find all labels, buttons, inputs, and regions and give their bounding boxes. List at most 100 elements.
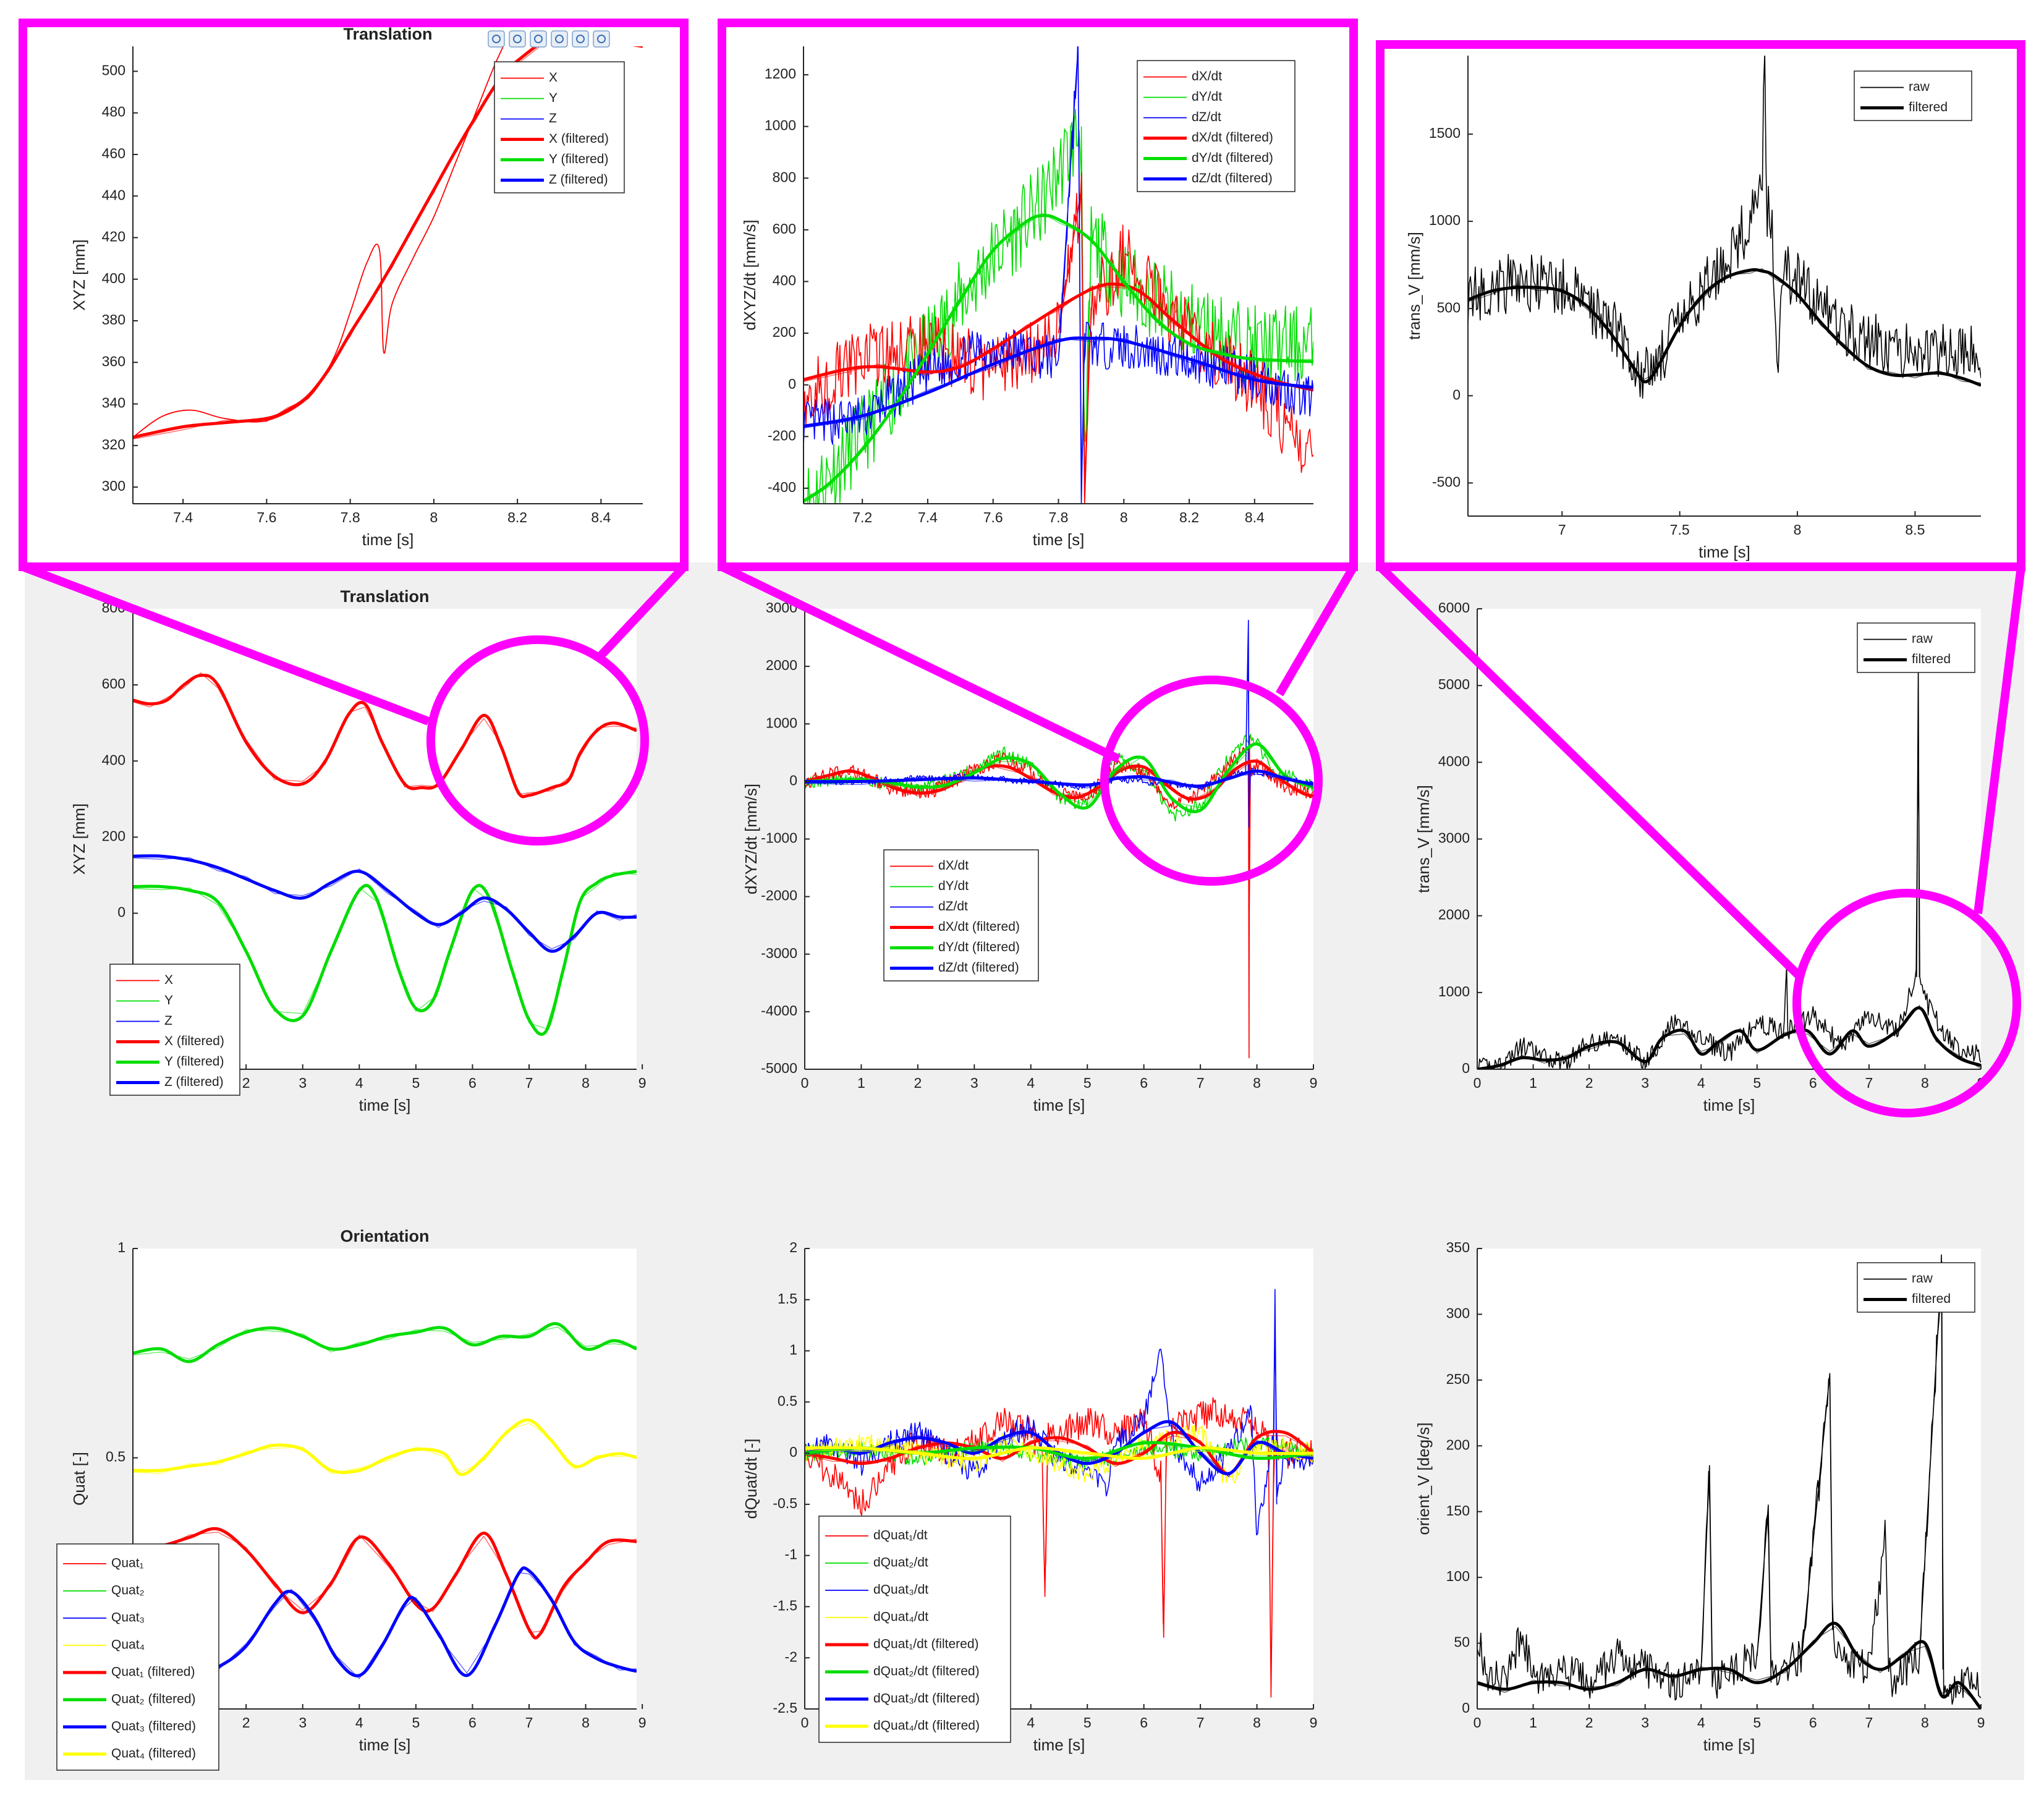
y-tick-label: 50 bbox=[1454, 1634, 1470, 1650]
series-group bbox=[133, 672, 637, 1036]
zoom-callouts bbox=[19, 19, 2025, 1117]
x-tick-label: 7 bbox=[525, 1715, 533, 1731]
series-line bbox=[1477, 1006, 1981, 1069]
y-tick-label: 320 bbox=[102, 436, 125, 452]
x-tick-label: 7 bbox=[1197, 1715, 1205, 1731]
home-icon[interactable] bbox=[593, 30, 610, 48]
legend-entry-label: dQuat₂/dt (filtered) bbox=[873, 1664, 980, 1679]
x-tick-label: 2 bbox=[1585, 1715, 1593, 1731]
insert-icon[interactable] bbox=[509, 30, 526, 48]
zoom-out-icon[interactable] bbox=[572, 30, 589, 48]
x-tick-label: 3 bbox=[1641, 1075, 1649, 1091]
zoom-frame-dxyz bbox=[718, 19, 1358, 571]
legend-box bbox=[1137, 60, 1296, 192]
pen-icon[interactable] bbox=[488, 30, 505, 48]
series-line bbox=[1468, 268, 1981, 387]
axes-toolbar[interactable] bbox=[488, 30, 610, 48]
legend-entry-label: Z (filtered) bbox=[164, 1075, 224, 1089]
legend-entry-label: dY/dt bbox=[1192, 90, 1222, 104]
zoom-frame-translation bbox=[19, 19, 689, 571]
x-tick-label: 9 bbox=[1310, 1075, 1318, 1091]
legend[interactable]: raw filtered bbox=[1857, 622, 1975, 673]
series-line bbox=[133, 1566, 637, 1690]
x-tick-label: 7.4 bbox=[918, 509, 938, 525]
y-tick-label: 400 bbox=[102, 270, 125, 286]
x-tick-label: 7.6 bbox=[257, 509, 276, 525]
legend-entry-label: dX/dt bbox=[938, 858, 969, 873]
legend[interactable]: XYZ X (filtered) Y (filtered) Z (filtered) bbox=[494, 61, 625, 193]
x-tick-label: 8 bbox=[430, 509, 438, 525]
x-tick-label: 8.2 bbox=[1179, 509, 1199, 525]
series-group bbox=[804, 46, 1313, 504]
series-line-raw bbox=[133, 672, 637, 795]
zoom-in-icon-glyph bbox=[555, 35, 564, 43]
y-tick-label: 800 bbox=[773, 169, 796, 185]
home-icon-glyph bbox=[597, 35, 606, 43]
legend-entry-label: dQuat₃/dt bbox=[873, 1583, 928, 1597]
legend[interactable]: Quat₁ Quat₂ Quat₃ Quat₄ Quat₁ (filtered) Quat… bbox=[56, 1543, 219, 1771]
plot-area bbox=[1468, 56, 1981, 516]
legend-entry-label: dY/dt bbox=[938, 879, 969, 893]
pan-icon[interactable] bbox=[530, 30, 547, 48]
series-line bbox=[133, 46, 643, 439]
x-axis-label: time [s] bbox=[1703, 1736, 1755, 1754]
legend[interactable]: raw filtered bbox=[1857, 1262, 1975, 1313]
legend-entry-label: Y bbox=[164, 993, 173, 1007]
y-tick-label: 250 bbox=[1446, 1371, 1470, 1387]
y-tick-label: 350 bbox=[1446, 1239, 1470, 1255]
series-line bbox=[1477, 1254, 1981, 1705]
x-tick-label: 6 bbox=[1140, 1715, 1148, 1731]
x-tick-label: 5 bbox=[1083, 1715, 1092, 1731]
y-tick-label: -500 bbox=[1432, 473, 1461, 490]
y-tick-label: -0.5 bbox=[773, 1495, 797, 1511]
x-tick-label: 0 bbox=[801, 1715, 809, 1731]
y-axis-label: Quat [-] bbox=[70, 1452, 88, 1506]
y-tick-label: 600 bbox=[773, 221, 796, 237]
legend[interactable]: dX/dt dY/dt dZ/dt dX/dt (filtered) dY/dt (fi… bbox=[1137, 60, 1296, 192]
legend[interactable]: raw filtered bbox=[1854, 70, 1972, 121]
zoom-in-icon[interactable] bbox=[551, 30, 568, 48]
x-tick-label: 9 bbox=[1977, 1715, 1985, 1731]
legend-entry-label: dX/dt (filtered) bbox=[938, 920, 1020, 934]
legend-entry-label: Quat₂ bbox=[111, 1583, 145, 1598]
legend[interactable]: dX/dt dY/dt dZ/dt dX/dt (filtered) dY/dt (fi… bbox=[883, 849, 1039, 981]
x-tick-label: 7.8 bbox=[1049, 509, 1069, 525]
x-tick-label: 8 bbox=[1253, 1715, 1261, 1731]
chart-main-transv: 0 1 2 3 4 5 6 7 8 90100020003000400050006000time … bbox=[1414, 600, 1985, 1114]
legend-box bbox=[883, 849, 1039, 981]
legend-entry-label: dZ/dt (filtered) bbox=[938, 960, 1019, 975]
y-tick-label: 3000 bbox=[1438, 830, 1470, 846]
y-axis-label: trans_V [mm/s] bbox=[1414, 785, 1433, 893]
legend-entry-label: X (filtered) bbox=[164, 1034, 224, 1048]
x-tick-label: 8.5 bbox=[1905, 522, 1925, 538]
legend-entry-label: Quat₁ (filtered) bbox=[111, 1665, 195, 1679]
legend-entry-label: Quat₂ (filtered) bbox=[111, 1692, 196, 1706]
y-tick-label: 360 bbox=[102, 353, 125, 369]
series-line-raw bbox=[133, 872, 637, 1030]
legend[interactable]: XYZ X (filtered) Y (filtered) Z (filtered) bbox=[109, 964, 240, 1096]
y-tick-label: -1000 bbox=[761, 830, 797, 846]
y-tick-label: 6000 bbox=[1438, 600, 1470, 616]
x-tick-label: 7 bbox=[1558, 522, 1566, 538]
x-tick-label: 8.4 bbox=[1245, 509, 1265, 525]
chart-main-orientv: 0 1 2 3 4 5 6 7 8 9 0 50 100 150 200 250 300 350 time [s] o… bbox=[1414, 1239, 1985, 1754]
legend-entry-label: raw bbox=[1909, 80, 1930, 94]
x-axis-label: time [s] bbox=[1033, 530, 1085, 549]
y-tick-label: -3000 bbox=[761, 945, 797, 961]
legend-box bbox=[818, 1516, 1011, 1743]
y-tick-label: 150 bbox=[1446, 1503, 1470, 1519]
legend-entry-label: Z (filtered) bbox=[549, 172, 608, 187]
series-line-raw bbox=[805, 758, 1313, 803]
series-line bbox=[804, 214, 1313, 502]
legend-box bbox=[1854, 70, 1972, 121]
legend-entry-label: X bbox=[164, 973, 173, 987]
x-axis-label: time [s] bbox=[1033, 1736, 1085, 1754]
y-axis-label: dQuat/dt [-] bbox=[742, 1438, 760, 1519]
x-tick-label: 3 bbox=[970, 1075, 978, 1091]
y-tick-label: 0 bbox=[1462, 1060, 1470, 1076]
legend[interactable]: dQuat₁/dt dQuat₂/dt dQuat₃/dt dQuat₄/dt dQua… bbox=[818, 1516, 1011, 1743]
y-tick-label: 1000 bbox=[766, 714, 797, 731]
zoom-circle-translation bbox=[426, 635, 649, 846]
legend-box bbox=[1857, 1262, 1975, 1313]
chart-title: Translation bbox=[340, 587, 429, 606]
